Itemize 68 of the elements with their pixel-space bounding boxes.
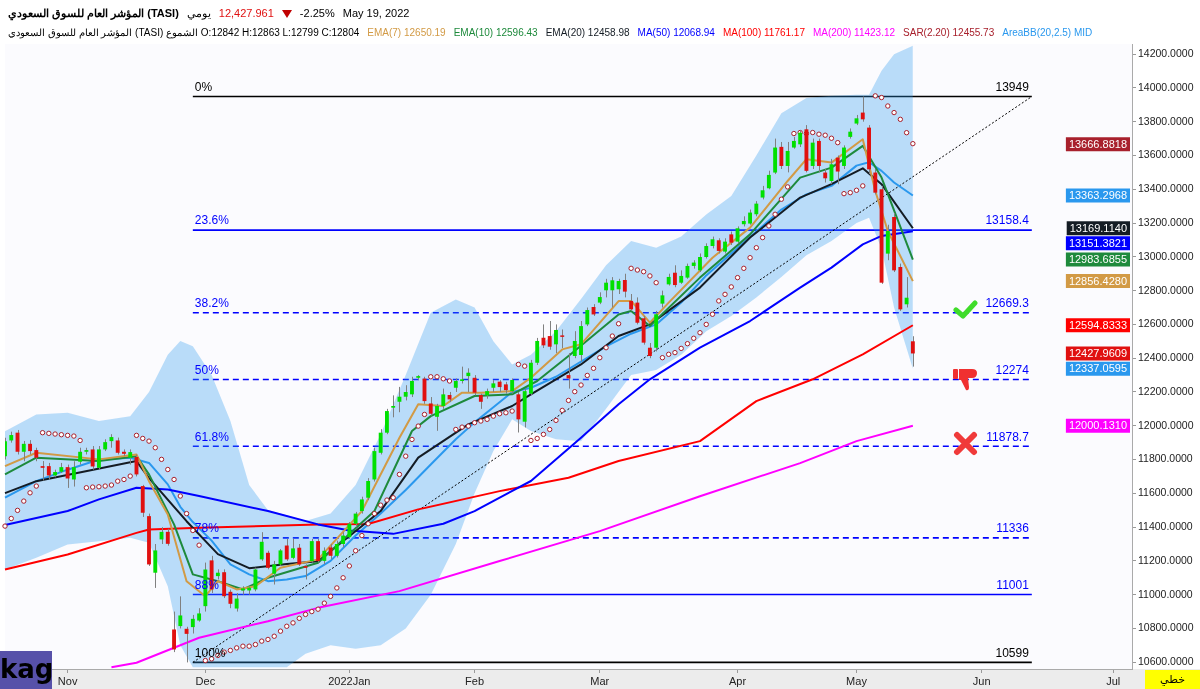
text: -2.25% bbox=[299, 6, 335, 21]
y-tick-label: 12600.0000 bbox=[1138, 317, 1194, 330]
text: MA(100) 11761.17 bbox=[722, 26, 805, 40]
y-tick-label: 11000.0000 bbox=[1138, 587, 1193, 600]
annotation: 23.6% bbox=[194, 213, 230, 228]
annotation: 12427.9609 bbox=[1068, 347, 1128, 359]
y-tick-label: 14000.0000 bbox=[1138, 80, 1194, 93]
y-tick-label: 13000.0000 bbox=[1138, 249, 1194, 262]
annotation: 61.8% bbox=[194, 429, 230, 444]
ref-line-label: 11878.7 bbox=[986, 429, 1030, 444]
annotation: 13169.1140 bbox=[1069, 221, 1128, 234]
text: EMA(10) 12596.43 bbox=[453, 26, 538, 40]
y-tick-label: 11600.0000 bbox=[1138, 486, 1193, 499]
text: خطي bbox=[1145, 670, 1200, 689]
text: EMA(7) 12650.19 bbox=[367, 26, 446, 40]
ref-line-label: 12274 bbox=[995, 362, 1030, 377]
annotation: 12983.6855 bbox=[1068, 253, 1128, 266]
text: EMA(20) 12458.98 bbox=[545, 26, 630, 40]
annotation: 13666.8818 bbox=[1068, 137, 1128, 150]
y-tick-label: 13800.0000 bbox=[1138, 114, 1194, 127]
y-tick-label: 14200.0000 bbox=[1138, 47, 1194, 60]
y-tick-label: 12400.0000 bbox=[1138, 351, 1194, 364]
x-tick-label: 2022Jan bbox=[328, 674, 371, 687]
y-tick-label: 11200.0000 bbox=[1138, 553, 1193, 566]
annotation: 12594.8333 bbox=[1068, 318, 1128, 331]
ref-line-label: 13949 bbox=[995, 79, 1030, 94]
y-tick-label: 13600.0000 bbox=[1138, 148, 1194, 161]
annotation: 13363.2968 bbox=[1068, 189, 1128, 201]
text: AreaBB(20,2.5) MID bbox=[1002, 26, 1093, 40]
annotation: 12000.1310 bbox=[1068, 419, 1128, 432]
ref-line-label: 10599 bbox=[995, 645, 1030, 660]
text: SAR(2.20) 12455.73 bbox=[903, 26, 995, 40]
ref-line-label: 11336 bbox=[996, 521, 1030, 536]
y-tick-label: 10800.0000 bbox=[1138, 621, 1194, 634]
x-tick-label: Jun bbox=[972, 674, 991, 687]
x-tick-label: Nov bbox=[57, 674, 78, 687]
annotation: 50% bbox=[194, 362, 220, 377]
annotation: 100% bbox=[194, 645, 226, 660]
annotation: 0% bbox=[194, 79, 213, 94]
y-tick-label: 13200.0000 bbox=[1138, 215, 1194, 228]
chart-title: المؤشر العام للسوق السعودي (TASI) bbox=[8, 6, 179, 23]
x-tick-label: Mar bbox=[590, 674, 610, 687]
ref-line-label: 13158.4 bbox=[985, 213, 1030, 228]
chart-subtitle: المؤشر العام للسوق السعودي (TASI) الشموع O:12842 H:12863 L:12799 C:12804 bbox=[8, 26, 360, 41]
ref-line-label: 11001 bbox=[996, 577, 1030, 592]
ref-line-label: 12669.3 bbox=[985, 296, 1030, 311]
annotation: 38.2% bbox=[194, 296, 230, 311]
text: MA(50) 12068.94 bbox=[637, 26, 715, 40]
y-tick-label: 11800.0000 bbox=[1138, 452, 1193, 465]
y-tick-label: 11400.0000 bbox=[1138, 520, 1193, 532]
y-tick-label: 13400.0000 bbox=[1138, 182, 1194, 195]
annotation: 13151.3821 bbox=[1068, 236, 1128, 249]
x-tick-label: Dec bbox=[195, 674, 216, 687]
y-tick-label: 12800.0000 bbox=[1138, 283, 1194, 296]
x-tick-label: Feb bbox=[465, 674, 485, 687]
x-tick-label: May bbox=[846, 674, 868, 687]
annotation: 12856.4280 bbox=[1068, 274, 1128, 287]
text: 12,427.961 bbox=[218, 6, 274, 21]
y-tick-label: 10600.0000 bbox=[1138, 655, 1194, 668]
text: يومي bbox=[186, 6, 211, 22]
y-tick-label: 12200.0000 bbox=[1138, 384, 1194, 397]
annotation: 12337.0595 bbox=[1068, 362, 1128, 375]
x-tick-label: Jul bbox=[1106, 674, 1121, 687]
text: May 19, 2022 bbox=[342, 6, 410, 21]
x-tick-label: Apr bbox=[728, 674, 747, 687]
text: MA(200) 11423.12 bbox=[812, 26, 896, 40]
annotation: kag bbox=[0, 651, 54, 689]
y-tick-label: 12000.0000 bbox=[1138, 418, 1194, 431]
